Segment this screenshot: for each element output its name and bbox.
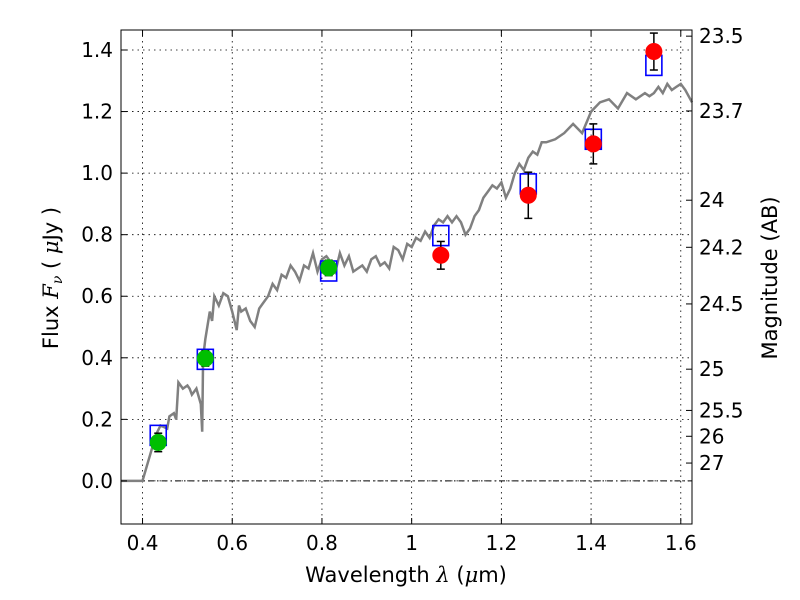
observed-point: [196, 349, 214, 367]
observed-point: [320, 259, 338, 277]
magnitude-tick-label: 23.7: [699, 99, 744, 123]
y-tick-label: 0.0: [81, 469, 113, 493]
x-tick-label: 1.2: [485, 531, 517, 555]
y-tick-label: 1.0: [81, 161, 113, 185]
magnitude-tick-label: 23.5: [699, 24, 744, 48]
magnitude-tick-label: 26: [699, 424, 724, 448]
observed-point: [645, 43, 663, 61]
y-tick-label: 0.6: [81, 284, 113, 308]
y-tick-label: 1.4: [81, 38, 113, 62]
magnitude-tick-label: 25: [699, 357, 724, 381]
x-axis-title: Wavelength λ (μm): [305, 563, 507, 587]
observed-point: [149, 433, 167, 451]
magnitude-tick-label: 25.5: [699, 398, 744, 422]
magnitude-tick-label: 24.5: [699, 292, 744, 316]
observed-points: [149, 32, 663, 453]
ticks: 0.4 0.6 0.8 1 1.2 1.4 1.6 0.0 0.2 0.4 0.6 0.8 1.0 1.2…: [81, 24, 743, 555]
magnitude-tick-label: 24: [699, 188, 724, 212]
magnitude-tick-label: 24.2: [699, 235, 744, 259]
y-tick-label: 0.8: [81, 223, 113, 247]
y-tick-label: 0.2: [81, 407, 113, 431]
x-tick-label: 1.4: [575, 531, 607, 555]
observed-point: [519, 186, 537, 204]
plot-frame: [120, 29, 693, 525]
y-axis-title: Flux Fν ( μJy ): [39, 207, 66, 349]
x-tick-label: 0.6: [216, 531, 248, 555]
x-tick-label: 0.4: [127, 531, 159, 555]
magnitude-tick-label: 27: [699, 451, 724, 475]
x-tick-label: 1: [405, 531, 418, 555]
y-tick-label: 1.2: [81, 100, 113, 124]
x-tick-label: 1.6: [665, 531, 697, 555]
model-sed-line: [121, 81, 694, 483]
x-tick-label: 0.8: [306, 531, 338, 555]
y-tick-label: 0.4: [81, 346, 113, 370]
y2-axis-title: Magnitude (AB): [758, 196, 782, 359]
observed-point: [584, 135, 602, 153]
observed-point: [432, 246, 450, 264]
